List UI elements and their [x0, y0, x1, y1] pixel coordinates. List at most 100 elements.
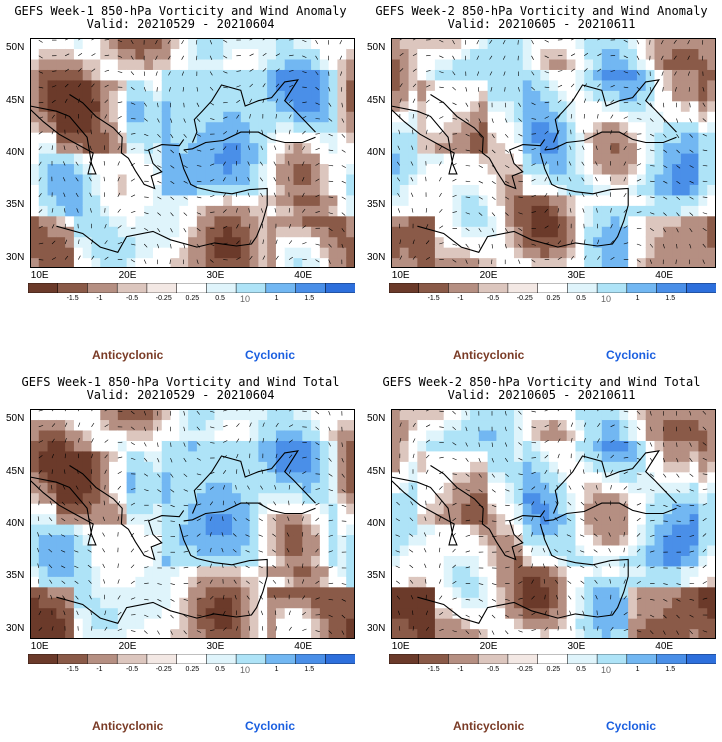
- wind-arrow: [117, 471, 122, 475]
- wind-arrow: [62, 485, 66, 490]
- vorticity-cell: [601, 409, 612, 421]
- vorticity-cell: [575, 576, 585, 588]
- vorticity-cell: [223, 184, 233, 196]
- vorticity-cell: [628, 471, 638, 483]
- vorticity-cell: [30, 503, 40, 515]
- vorticity-cell: [205, 111, 216, 123]
- vorticity-cell: [707, 503, 716, 515]
- vorticity-cell: [434, 194, 445, 206]
- vorticity-cell: [645, 576, 656, 588]
- wind-arrow: [478, 457, 481, 463]
- vorticity-cell: [426, 69, 436, 81]
- vorticity-cell: [663, 482, 673, 494]
- vorticity-cell: [557, 419, 568, 431]
- vorticity-cell: [391, 429, 401, 441]
- vorticity-cell: [619, 111, 629, 123]
- vorticity-cell: [240, 482, 251, 494]
- vorticity-cell: [549, 503, 559, 515]
- vorticity-cell: [109, 69, 119, 81]
- vorticity-cell: [302, 100, 312, 112]
- wind-arrow: [117, 130, 122, 135]
- vorticity-cell: [91, 121, 101, 133]
- vorticity-cell: [223, 38, 233, 50]
- vorticity-cell: [496, 184, 506, 196]
- wind-arrow: [183, 442, 186, 447]
- vorticity-cell: [461, 513, 471, 525]
- vorticity-cell: [284, 429, 295, 441]
- vorticity-cell: [619, 419, 629, 431]
- vorticity-cell: [232, 607, 242, 619]
- vorticity-cell: [654, 576, 664, 588]
- wind-arrow: [452, 410, 456, 415]
- wind-arrow: [51, 114, 55, 119]
- wind-arrow: [452, 86, 457, 91]
- vorticity-cell: [601, 90, 612, 102]
- vorticity-cell: [636, 618, 647, 630]
- vorticity-cell: [645, 471, 656, 483]
- wind-arrow: [232, 549, 237, 553]
- wind-arrow: [143, 71, 145, 76]
- wind-arrow: [104, 439, 109, 443]
- vorticity-cell: [513, 586, 524, 598]
- wind-arrow: [104, 469, 107, 474]
- vorticity-cell: [452, 247, 462, 259]
- vorticity-cell: [601, 597, 612, 609]
- vorticity-cell: [144, 461, 154, 473]
- vorticity-cell: [56, 90, 66, 102]
- vorticity-cell: [205, 142, 216, 154]
- vorticity-cell: [214, 58, 224, 70]
- vorticity-cell: [478, 58, 489, 70]
- wind-arrow: [439, 192, 442, 198]
- vorticity-cell: [205, 184, 216, 196]
- wind-arrow: [181, 55, 184, 60]
- vorticity-cell: [610, 628, 620, 639]
- vorticity-cell: [707, 607, 716, 619]
- vorticity-cell: [399, 450, 410, 462]
- vorticity-cell: [452, 628, 462, 639]
- vorticity-cell: [188, 184, 198, 196]
- wind-arrow: [91, 255, 95, 260]
- vorticity-cell: [619, 58, 629, 70]
- vorticity-cell: [240, 628, 251, 639]
- vorticity-cell: [109, 628, 119, 639]
- vorticity-cell: [126, 38, 136, 50]
- vorticity-cell: [65, 184, 75, 196]
- vorticity-cell: [126, 194, 136, 206]
- wind-arrow: [465, 87, 468, 92]
- vorticity-cell: [232, 111, 242, 123]
- vorticity-cell: [391, 100, 401, 112]
- vorticity-cell: [82, 121, 93, 133]
- vorticity-cell: [522, 111, 533, 123]
- vorticity-cell: [293, 419, 303, 431]
- wind-arrow: [222, 627, 227, 631]
- vorticity-cell: [319, 142, 330, 154]
- lat-tick-label: 35N: [6, 199, 25, 211]
- wind-arrow: [650, 165, 655, 167]
- vorticity-cell: [91, 461, 101, 473]
- vorticity-cell: [240, 461, 251, 473]
- wind-arrow: [89, 192, 92, 198]
- vorticity-cell: [531, 607, 541, 619]
- wind-arrow: [582, 469, 585, 474]
- vorticity-cell: [636, 132, 647, 144]
- wind-arrow: [663, 504, 668, 507]
- vorticity-cell: [575, 215, 585, 227]
- vorticity-cell: [311, 513, 321, 525]
- vorticity-cell: [65, 226, 75, 238]
- vorticity-cell: [549, 153, 559, 165]
- vorticity-cell: [65, 450, 75, 462]
- vorticity-cell: [470, 534, 480, 546]
- vorticity-cell: [179, 482, 189, 494]
- vorticity-cell: [470, 153, 480, 165]
- vorticity-cell: [391, 597, 401, 609]
- vorticity-cell: [399, 247, 410, 259]
- wind-arrow: [439, 177, 442, 182]
- wind-arrow: [663, 102, 665, 108]
- wind-arrow: [676, 180, 681, 185]
- vorticity-cell: [522, 48, 533, 60]
- wind-arrow: [518, 533, 522, 537]
- vorticity-cell: [461, 471, 471, 483]
- vorticity-cell: [38, 482, 49, 494]
- vorticity-cell: [328, 628, 339, 639]
- vorticity-cell: [240, 247, 251, 259]
